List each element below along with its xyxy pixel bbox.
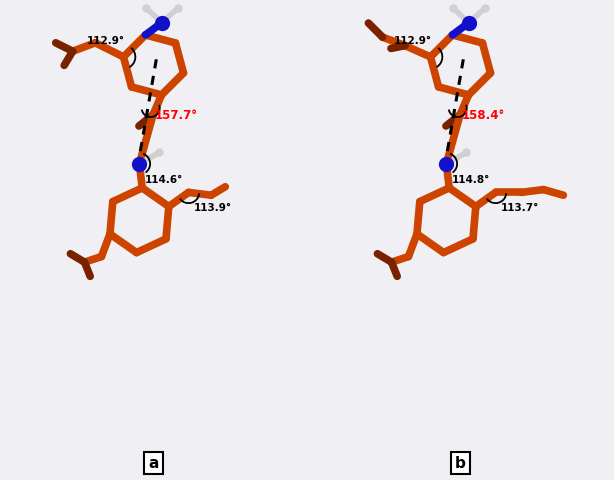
Text: 113.7°: 113.7° (501, 203, 540, 213)
Text: 114.8°: 114.8° (451, 175, 490, 185)
Text: 112.9°: 112.9° (87, 36, 125, 47)
Text: 158.4°: 158.4° (462, 109, 505, 122)
Text: 112.9°: 112.9° (394, 36, 432, 47)
Text: a: a (149, 456, 158, 470)
Text: 157.7°: 157.7° (155, 109, 198, 122)
Text: 114.6°: 114.6° (144, 175, 183, 185)
Text: 113.9°: 113.9° (194, 203, 232, 213)
Text: b: b (455, 456, 466, 470)
